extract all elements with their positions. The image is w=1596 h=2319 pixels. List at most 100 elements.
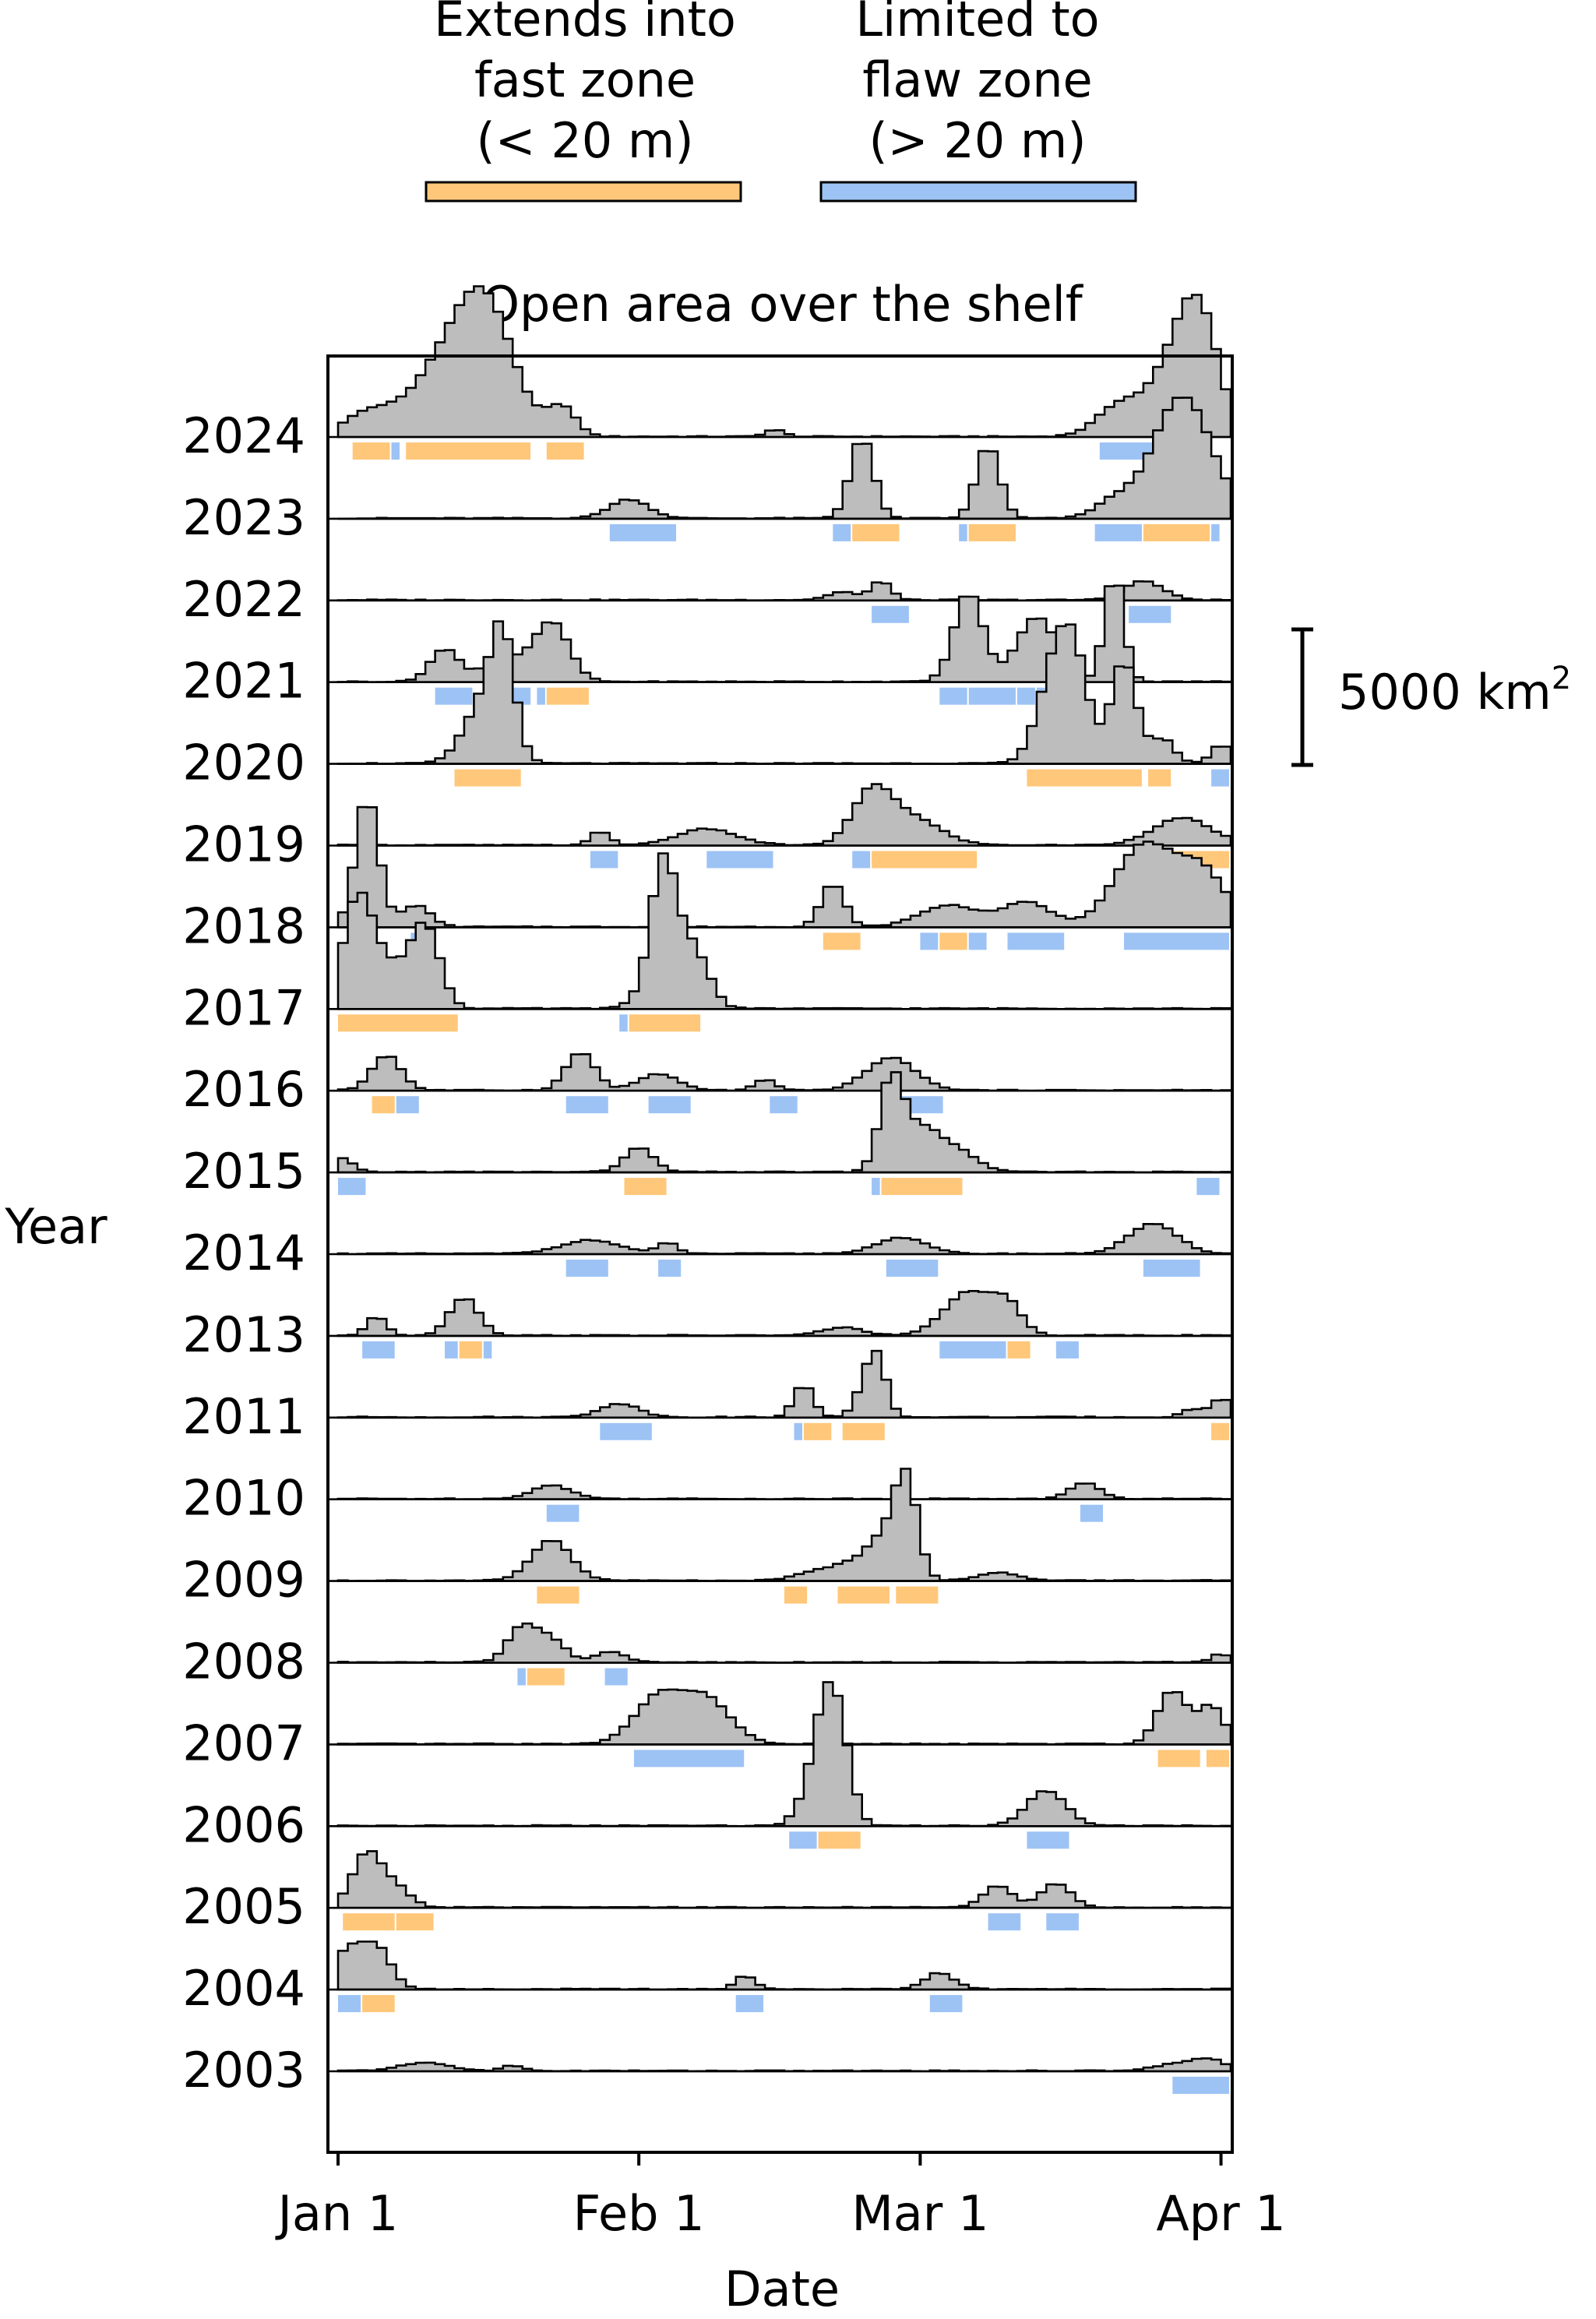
y-tick-label-2021: 2021 <box>182 653 305 710</box>
legend-flaw-label-line-3: (> 20 m) <box>868 112 1086 169</box>
plot-frame <box>326 354 1234 2154</box>
fast-zone-bar-2020-2 <box>1148 769 1171 787</box>
x-tick-label-0: Jan 1 <box>275 2185 399 2242</box>
flaw-zone-bar-2005-2 <box>988 1913 1021 1931</box>
fast-zone-bar-2007-1 <box>1157 1750 1200 1767</box>
flaw-zone-bar-2019-0 <box>590 851 618 869</box>
open-area-histogram-2014 <box>336 1223 1232 1256</box>
legend-fast-swatch <box>425 181 742 203</box>
legend-fast-label-line-1: Extends into <box>434 0 736 48</box>
flaw-zone-bar-2022-1 <box>1129 605 1171 623</box>
year-row-2016 <box>328 1053 1232 1114</box>
year-row-2010 <box>328 1482 1232 1522</box>
flaw-zone-bar-2015-4 <box>1196 1178 1220 1196</box>
flaw-zone-bar-2017-1 <box>619 1014 628 1032</box>
fast-zone-bar-2009-1 <box>784 1586 808 1604</box>
flaw-zone-bar-2019-2 <box>852 851 871 869</box>
flaw-zone-bar-2004-3 <box>929 1995 963 2013</box>
fast-zone-bar-2006-1 <box>818 1831 861 1849</box>
open-area-histogram-2004 <box>336 1940 1232 1991</box>
year-row-2011 <box>328 1349 1232 1440</box>
flaw-zone-bar-2010-1 <box>1080 1504 1103 1522</box>
fast-zone-bar-2013-5 <box>1007 1341 1031 1359</box>
y-tick-label-2011: 2011 <box>182 1388 305 1445</box>
flaw-zone-bar-2013-4 <box>939 1341 1006 1359</box>
year-row-2019 <box>328 783 1232 869</box>
year-row-2023 <box>328 396 1232 541</box>
fast-zone-bar-2018-3 <box>939 932 967 950</box>
x-tick-label-3: Apr 1 <box>1156 2185 1285 2242</box>
open-area-histogram-2005 <box>336 1850 1232 1909</box>
flaw-zone-bar-2016-1 <box>396 1096 419 1114</box>
fast-zone-bar-2007-2 <box>1206 1750 1229 1767</box>
open-area-histogram-2024 <box>336 285 1232 439</box>
flaw-zone-bar-2010-0 <box>546 1504 580 1522</box>
fast-zone-bar-2016-0 <box>372 1096 395 1114</box>
open-area-histogram-2003 <box>336 2057 1232 2073</box>
open-area-histogram-2006 <box>336 1681 1232 1827</box>
y-tick-label-2024: 2024 <box>182 407 305 464</box>
fast-zone-bar-2009-0 <box>537 1586 580 1604</box>
fast-zone-bar-2017-0 <box>338 1014 458 1032</box>
flaw-zone-bar-2006-0 <box>789 1831 817 1849</box>
flaw-zone-bar-2013-0 <box>362 1341 395 1359</box>
fast-zone-bar-2008-1 <box>527 1668 565 1686</box>
year-row-2006 <box>328 1681 1232 1849</box>
y-tick-label-2003: 2003 <box>182 2042 305 2099</box>
flaw-zone-bar-2005-3 <box>1046 1913 1079 1931</box>
flaw-zone-bar-2018-5 <box>1007 932 1065 950</box>
open-area-histogram-2010 <box>336 1482 1232 1500</box>
year-row-2005 <box>328 1850 1232 1931</box>
legend-fast-label-line-3: (< 20 m) <box>476 112 693 169</box>
year-row-2017 <box>328 852 1232 1032</box>
y-tick-label-2009: 2009 <box>182 1552 305 1609</box>
fast-zone-bar-2024-2 <box>406 442 531 460</box>
x-tick-label-2: Mar 1 <box>851 2185 988 2242</box>
year-row-2020 <box>328 620 1232 787</box>
y-tick-label-2015: 2015 <box>182 1143 305 1200</box>
flaw-zone-bar-2013-3 <box>483 1341 492 1359</box>
year-row-2009 <box>328 1468 1232 1604</box>
fast-zone-bar-2023-2 <box>852 523 900 541</box>
scale-bar-label: 5000 km2 <box>1338 661 1571 721</box>
flaw-zone-bar-2024-4 <box>1099 442 1157 460</box>
fast-zone-bar-2009-2 <box>837 1586 890 1604</box>
flaw-zone-bar-2021-6 <box>1017 687 1035 705</box>
fast-zone-bar-2009-3 <box>896 1586 939 1604</box>
flaw-zone-bar-2023-1 <box>833 523 851 541</box>
flaw-zone-bar-2022-0 <box>872 605 909 623</box>
flaw-zone-bar-2021-2 <box>537 687 545 705</box>
scale-bar: 5000 km2 <box>1291 627 1571 767</box>
flaw-zone-bar-2008-0 <box>517 1668 526 1686</box>
y-axis: 2024 2023 2022 2021 2020 2019 2018 2017 2016 2015… <box>182 407 305 2099</box>
open-area-histogram-2017 <box>336 852 1232 1010</box>
fast-zone-bar-2024-3 <box>546 442 584 460</box>
y-tick-label-2006: 2006 <box>182 1796 305 1853</box>
flaw-zone-bar-2021-4 <box>939 687 967 705</box>
year-row-2018 <box>328 805 1232 950</box>
legend-flaw-label-line-1: Limited to <box>855 0 1099 48</box>
flaw-zone-bar-2016-4 <box>770 1096 798 1114</box>
open-area-histogram-2013 <box>336 1290 1232 1337</box>
fast-zone-bar-2020-0 <box>454 769 521 787</box>
open-area-histogram-2009 <box>336 1468 1232 1582</box>
flaw-zone-bar-2014-1 <box>658 1260 682 1277</box>
flaw-zone-bar-2018-6 <box>1124 932 1229 950</box>
flaw-zone-bar-2004-2 <box>735 1995 764 2013</box>
fast-zone-bar-2005-1 <box>396 1913 434 1931</box>
open-area-histogram-2018 <box>336 805 1232 929</box>
legend-flaw-label-line-2: flaw zone <box>862 51 1092 108</box>
flaw-zone-bar-2011-1 <box>794 1422 802 1440</box>
y-tick-label-2007: 2007 <box>182 1715 305 1771</box>
flaw-zone-bar-2014-2 <box>886 1260 939 1277</box>
flaw-zone-bar-2011-0 <box>600 1422 652 1440</box>
flaw-zone-bar-2023-3 <box>959 523 967 541</box>
fast-zone-bar-2011-2 <box>803 1422 832 1440</box>
y-tick-label-2019: 2019 <box>182 816 305 873</box>
year-row-2007 <box>328 1688 1232 1767</box>
year-row-2003 <box>328 2057 1232 2094</box>
fast-zone-bar-2015-3 <box>881 1178 963 1196</box>
flaw-zone-bar-2023-0 <box>609 523 676 541</box>
year-row-2008 <box>328 1622 1232 1686</box>
